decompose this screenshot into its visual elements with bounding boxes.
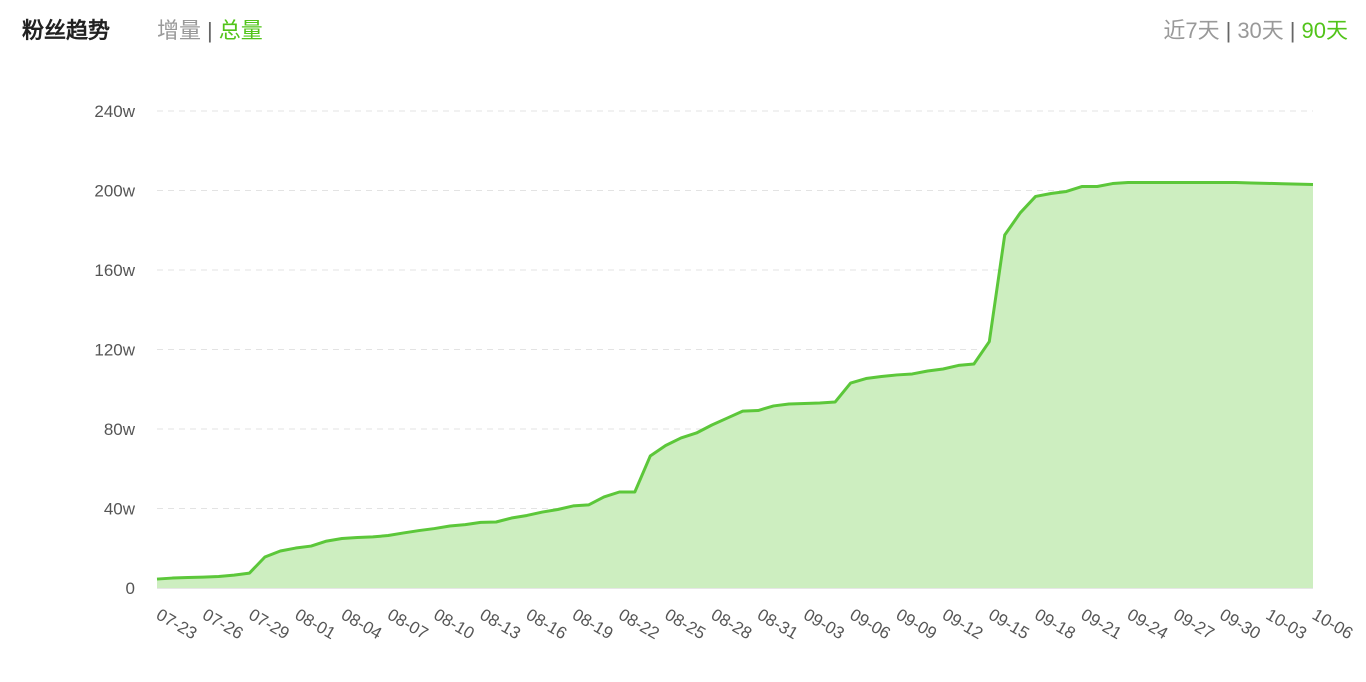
x-tick-label: 09-09 bbox=[893, 605, 940, 643]
x-tick-label: 08-10 bbox=[430, 605, 477, 643]
x-tick-label: 09-18 bbox=[1032, 605, 1079, 643]
y-tick-label: 200w bbox=[94, 182, 135, 201]
line bbox=[156, 181, 1314, 581]
panel-title: 粉丝趋势 bbox=[22, 18, 111, 43]
x-tick-label: 09-03 bbox=[800, 605, 847, 643]
separator: | bbox=[1225, 18, 1232, 43]
x-tick-label: 08-22 bbox=[615, 605, 662, 643]
x-tick-label: 08-07 bbox=[384, 605, 431, 643]
range-tabs: 近7天 | 30天 | 90天 bbox=[1163, 16, 1348, 46]
mode-tab[interactable]: 增量 bbox=[157, 18, 202, 43]
x-tick-label: 09-12 bbox=[939, 605, 986, 643]
y-tick-label: 240w bbox=[94, 102, 135, 121]
range-tab[interactable]: 30天 bbox=[1237, 18, 1284, 43]
x-tick-label: 08-13 bbox=[477, 605, 524, 643]
area bbox=[157, 182, 1313, 589]
x-tick-label: 08-25 bbox=[662, 605, 709, 643]
x-tick-label: 10-06 bbox=[1309, 605, 1356, 643]
x-tick-label: 09-27 bbox=[1170, 605, 1217, 643]
y-tick-label: 40w bbox=[104, 500, 136, 519]
x-tick-label: 08-04 bbox=[338, 605, 385, 643]
x-tick-label: 09-15 bbox=[985, 605, 1032, 643]
x-tick-label: 08-31 bbox=[754, 605, 801, 643]
x-tick-label: 08-01 bbox=[292, 605, 339, 643]
x-tick-label: 07-29 bbox=[245, 605, 292, 643]
y-tick-label: 120w bbox=[94, 341, 135, 360]
mode-tabs: 增量 | 总量 bbox=[157, 16, 263, 46]
x-tick-label: 10-03 bbox=[1263, 605, 1310, 643]
x-tick-label: 08-16 bbox=[523, 605, 570, 643]
x-tick-label: 09-21 bbox=[1078, 605, 1125, 643]
separator: | bbox=[207, 18, 213, 43]
x-tick-label: 08-19 bbox=[569, 605, 616, 643]
range-tab[interactable]: 近7天 bbox=[1163, 18, 1220, 43]
y-tick-label: 80w bbox=[104, 420, 136, 439]
x-tick-label: 09-30 bbox=[1217, 605, 1264, 643]
mode-tab[interactable]: 总量 bbox=[218, 18, 263, 43]
y-tick-label: 160w bbox=[94, 261, 135, 280]
x-tick-label: 08-28 bbox=[708, 605, 755, 643]
x-tick-label: 07-26 bbox=[199, 605, 246, 643]
range-tab[interactable]: 90天 bbox=[1301, 18, 1348, 43]
y-tick-label: 0 bbox=[126, 579, 135, 598]
x-tick-label: 09-24 bbox=[1124, 605, 1171, 643]
separator: | bbox=[1289, 18, 1296, 43]
x-tick-label: 09-06 bbox=[847, 605, 894, 643]
x-tick-label: 07-23 bbox=[153, 605, 200, 643]
